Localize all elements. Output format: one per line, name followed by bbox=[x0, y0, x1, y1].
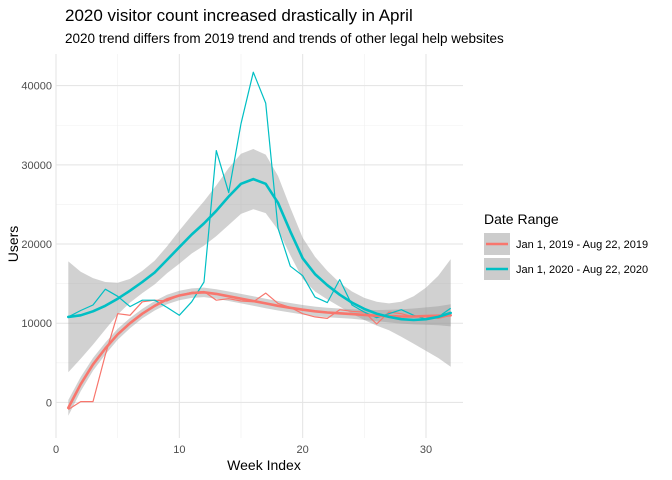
legend-label: Jan 1, 2019 - Aug 22, 2019 bbox=[516, 239, 648, 251]
x-tick-label: 20 bbox=[297, 444, 309, 456]
legend-title: Date Range bbox=[484, 211, 559, 227]
chart-subtitle: 2020 trend differs from 2019 trend and t… bbox=[65, 31, 504, 46]
y-tick-labels: 0 10000 20000 30000 40000 bbox=[21, 81, 52, 410]
y-tick-label: 0 bbox=[46, 397, 52, 409]
smooth-line-series-2 bbox=[67, 177, 453, 322]
y-tick-label: 10000 bbox=[21, 318, 52, 330]
y-tick-label: 20000 bbox=[21, 239, 52, 251]
x-tick-labels: 0 10 20 30 bbox=[53, 444, 432, 456]
x-tick-label: 0 bbox=[53, 444, 59, 456]
legend-label: Jan 1, 2020 - Aug 22, 2020 bbox=[516, 264, 648, 276]
x-tick-label: 30 bbox=[420, 444, 432, 456]
raw-series-lines bbox=[67, 71, 452, 411]
confidence-bands bbox=[68, 149, 451, 416]
chart-title: 2020 visitor count increased drastically… bbox=[65, 6, 413, 25]
x-axis-title: Week Index bbox=[227, 457, 301, 473]
raw-line-series-2 bbox=[68, 71, 452, 320]
confidence-band-2 bbox=[68, 149, 451, 373]
y-axis-title: Users bbox=[5, 226, 21, 263]
minor-gridlines bbox=[56, 54, 463, 438]
x-tick-label: 10 bbox=[173, 444, 185, 456]
major-gridlines bbox=[55, 54, 463, 438]
y-tick-label: 40000 bbox=[21, 81, 52, 93]
smoothed-series-lines bbox=[67, 177, 453, 410]
legend: Date Range Jan 1, 2019 - Aug 22, 2019 Jan… bbox=[484, 211, 648, 280]
y-tick-label: 30000 bbox=[21, 160, 52, 172]
